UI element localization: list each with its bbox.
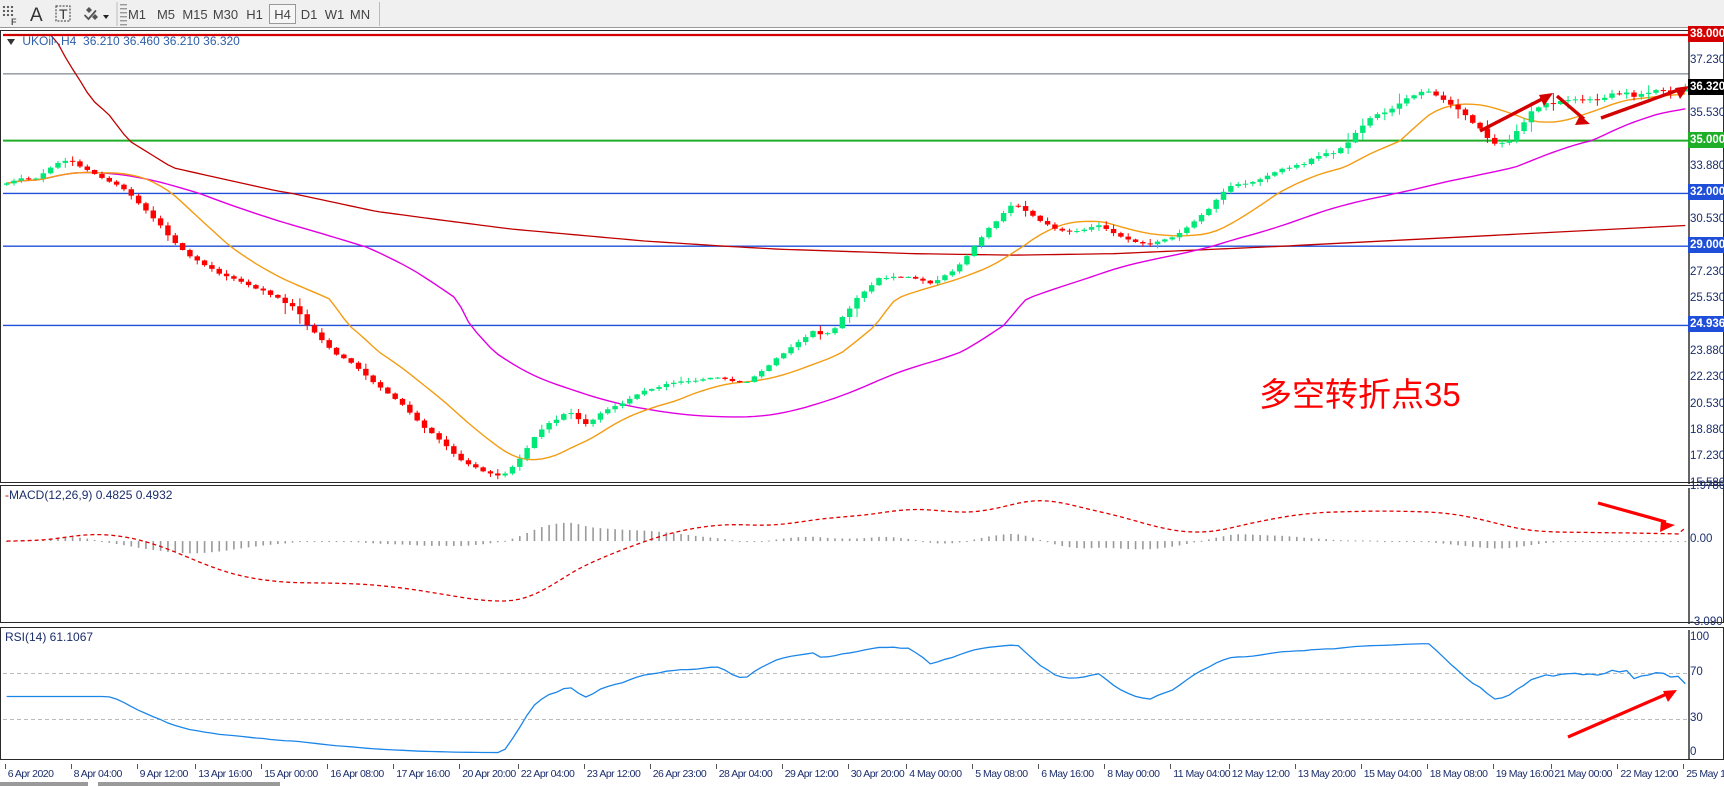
svg-text:A: A	[30, 5, 43, 26]
svg-text:F: F	[11, 17, 17, 27]
svg-text:T: T	[59, 6, 68, 22]
